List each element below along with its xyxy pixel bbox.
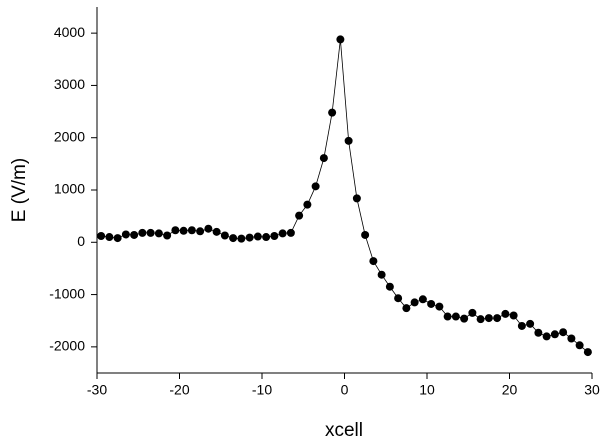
data-point [171, 226, 180, 235]
data-line [101, 39, 589, 353]
data-point [154, 229, 163, 238]
x-tick-label: -20 [169, 382, 189, 398]
data-point [352, 194, 361, 203]
data-point [559, 328, 568, 337]
data-point [484, 314, 493, 323]
y-tick-label: 3000 [54, 76, 85, 92]
data-point [319, 154, 328, 163]
data-point [443, 312, 452, 321]
data-point [179, 226, 188, 235]
data-point [229, 234, 238, 243]
data-point [295, 211, 304, 220]
data-point [534, 328, 543, 337]
data-point [328, 108, 337, 117]
y-tick-label: 2000 [54, 128, 85, 144]
x-tick-label: 30 [584, 382, 600, 398]
data-point [451, 312, 460, 321]
data-point [377, 270, 386, 279]
data-point [245, 233, 254, 242]
x-axis-label: xcell [325, 420, 363, 441]
data-point [204, 224, 213, 233]
data-point [517, 321, 526, 330]
x-tick-label: 10 [419, 382, 435, 398]
data-point [113, 234, 122, 243]
data-point [146, 228, 155, 237]
data-point [344, 136, 353, 145]
data-point [501, 309, 510, 318]
x-tick-label: 20 [502, 382, 518, 398]
data-point [361, 230, 370, 239]
data-point [286, 228, 295, 237]
data-point [427, 299, 436, 308]
y-tick-label: 1000 [54, 181, 85, 197]
data-point [163, 231, 172, 240]
y-axis-label: E (V/m) [9, 158, 30, 222]
data-point [105, 233, 114, 242]
data-point [311, 182, 320, 191]
data-point [418, 295, 427, 304]
data-point [509, 311, 518, 320]
data-point [196, 227, 205, 236]
data-point [542, 332, 551, 341]
data-point [303, 200, 312, 209]
data-point [138, 228, 147, 237]
y-tick-label: 0 [77, 233, 85, 249]
data-point [402, 304, 411, 313]
data-point [220, 231, 229, 240]
data-point [468, 308, 477, 317]
y-tick-label: 4000 [54, 24, 85, 40]
data-point [575, 341, 584, 350]
x-tick-label: -30 [87, 382, 107, 398]
x-tick-label: 0 [341, 382, 349, 398]
data-point [212, 227, 221, 236]
data-point [121, 230, 130, 239]
data-point [567, 334, 576, 343]
data-point [493, 314, 502, 323]
data-point [270, 232, 279, 241]
data-point [187, 226, 196, 235]
data-point [278, 229, 287, 238]
data-point [369, 257, 378, 266]
data-point [583, 348, 592, 357]
data-point [130, 230, 139, 239]
data-point [262, 233, 271, 242]
data-point [253, 232, 262, 241]
data-point [435, 302, 444, 311]
data-point [460, 314, 469, 323]
data-point [385, 282, 394, 291]
data-point [237, 234, 246, 243]
data-point [97, 232, 106, 241]
y-tick-label: -1000 [49, 285, 85, 301]
x-tick-label: -10 [252, 382, 272, 398]
data-point [550, 330, 559, 339]
y-tick-label: -2000 [49, 338, 85, 354]
data-point [410, 298, 419, 307]
data-point [476, 315, 485, 324]
data-point [526, 319, 535, 328]
data-point [394, 294, 403, 303]
data-point [336, 35, 345, 44]
